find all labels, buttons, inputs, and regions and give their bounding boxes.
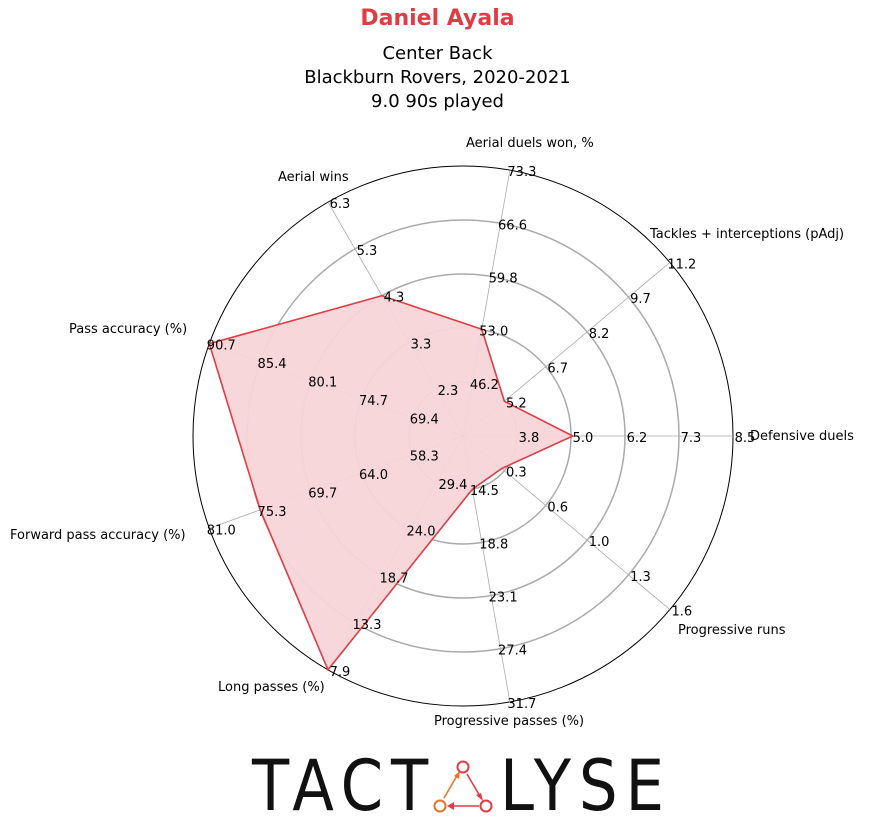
tick-label: 5.3	[357, 244, 378, 259]
tick-label: 69.4	[410, 413, 439, 428]
axis-label: Aerial duels won, %	[466, 136, 594, 151]
axis-label: Tackles + interceptions (pAdj)	[649, 227, 844, 242]
tick-label: 24.0	[407, 525, 436, 540]
tick-label: 13.3	[353, 618, 382, 633]
tick-label: 3.8	[519, 431, 540, 446]
player-position: Center Back	[382, 43, 493, 64]
tick-label: 27.4	[498, 644, 527, 659]
tick-label: 0.3	[506, 466, 527, 481]
tick-label: 2.3	[438, 384, 459, 399]
tick-label: 59.8	[489, 271, 518, 286]
player-name: Daniel Ayala	[360, 6, 515, 31]
tick-label: 1.6	[671, 605, 692, 620]
tick-label: 6.7	[547, 362, 568, 377]
tick-label: 58.3	[410, 449, 439, 464]
minutes-played: 9.0 90s played	[371, 91, 504, 112]
axis-label: Forward pass accuracy (%)	[10, 528, 186, 543]
tick-label: 8.2	[589, 327, 610, 342]
team-season: Blackburn Rovers, 2020-2021	[304, 67, 571, 88]
tick-label: 73.3	[507, 165, 536, 180]
tick-label: 7.3	[681, 431, 702, 446]
tick-label: 5.2	[506, 396, 527, 411]
tick-label: 3.3	[411, 337, 432, 352]
axis-label: Pass accuracy (%)	[69, 322, 187, 337]
tick-label: 6.3	[330, 197, 351, 212]
tick-label: 6.2	[627, 431, 648, 446]
tick-label: 29.4	[438, 478, 467, 493]
data-polygon	[208, 294, 575, 672]
axis-label: Defensive duels	[750, 429, 854, 444]
tick-label: 7.9	[330, 665, 351, 680]
tick-label: 69.7	[308, 486, 337, 501]
tick-label: 64.0	[359, 468, 388, 483]
tick-label: 74.7	[359, 394, 388, 409]
tick-label: 85.4	[258, 357, 287, 372]
axis-label: Progressive passes (%)	[434, 714, 584, 729]
tick-label: 53.0	[479, 325, 508, 340]
tick-label: 90.7	[207, 339, 236, 354]
tick-label: 14.5	[470, 484, 499, 499]
tick-label: 1.3	[630, 570, 651, 585]
tick-label: 1.0	[589, 535, 610, 550]
tick-label: 80.1	[308, 376, 337, 391]
tick-label: 46.2	[470, 378, 499, 393]
triangle-nodes-icon	[433, 760, 493, 813]
tick-label: 81.0	[207, 523, 236, 538]
logo-text-right: LYSE	[500, 745, 672, 824]
tick-label: 31.7	[507, 697, 536, 712]
tick-label: 8.5	[735, 431, 756, 446]
axis-label: Progressive runs	[678, 623, 786, 638]
logo-text-left: TACT	[251, 745, 436, 824]
tick-label: 18.7	[380, 571, 409, 586]
axis-label: Aerial wins	[278, 170, 349, 185]
tick-label: 9.7	[630, 292, 651, 307]
tick-label: 75.3	[258, 505, 287, 520]
tick-label: 5.0	[573, 431, 594, 446]
tick-label: 11.2	[667, 257, 696, 272]
tick-label: 0.6	[547, 500, 568, 515]
tick-label: 66.6	[498, 218, 527, 233]
tick-label: 23.1	[489, 591, 518, 606]
tick-label: 18.8	[479, 537, 508, 552]
tick-label: 4.3	[384, 291, 405, 306]
axis-label: Long passes (%)	[218, 680, 325, 695]
